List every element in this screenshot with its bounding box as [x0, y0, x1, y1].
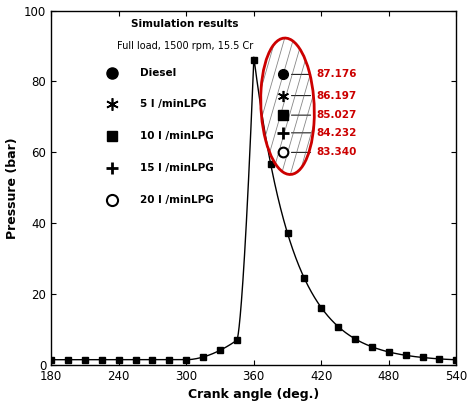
Text: Diesel: Diesel	[140, 68, 176, 78]
Text: 15 l /minLPG: 15 l /minLPG	[140, 163, 214, 173]
Text: 83.340: 83.340	[317, 147, 357, 158]
Text: Simulation results: Simulation results	[131, 20, 239, 29]
Text: 86.197: 86.197	[317, 91, 357, 101]
Text: 84.232: 84.232	[317, 128, 357, 138]
Text: 87.176: 87.176	[317, 69, 357, 79]
Text: Full load, 1500 rpm, 15.5 Cr: Full load, 1500 rpm, 15.5 Cr	[117, 41, 253, 51]
Text: 20 l /minLPG: 20 l /minLPG	[140, 195, 214, 205]
Y-axis label: Pressure (bar): Pressure (bar)	[6, 137, 18, 239]
Text: 5 l /minLPG: 5 l /minLPG	[140, 99, 207, 109]
X-axis label: Crank angle (deg.): Crank angle (deg.)	[188, 388, 319, 401]
Text: 10 l /minLPG: 10 l /minLPG	[140, 131, 214, 141]
Text: 85.027: 85.027	[317, 110, 357, 120]
